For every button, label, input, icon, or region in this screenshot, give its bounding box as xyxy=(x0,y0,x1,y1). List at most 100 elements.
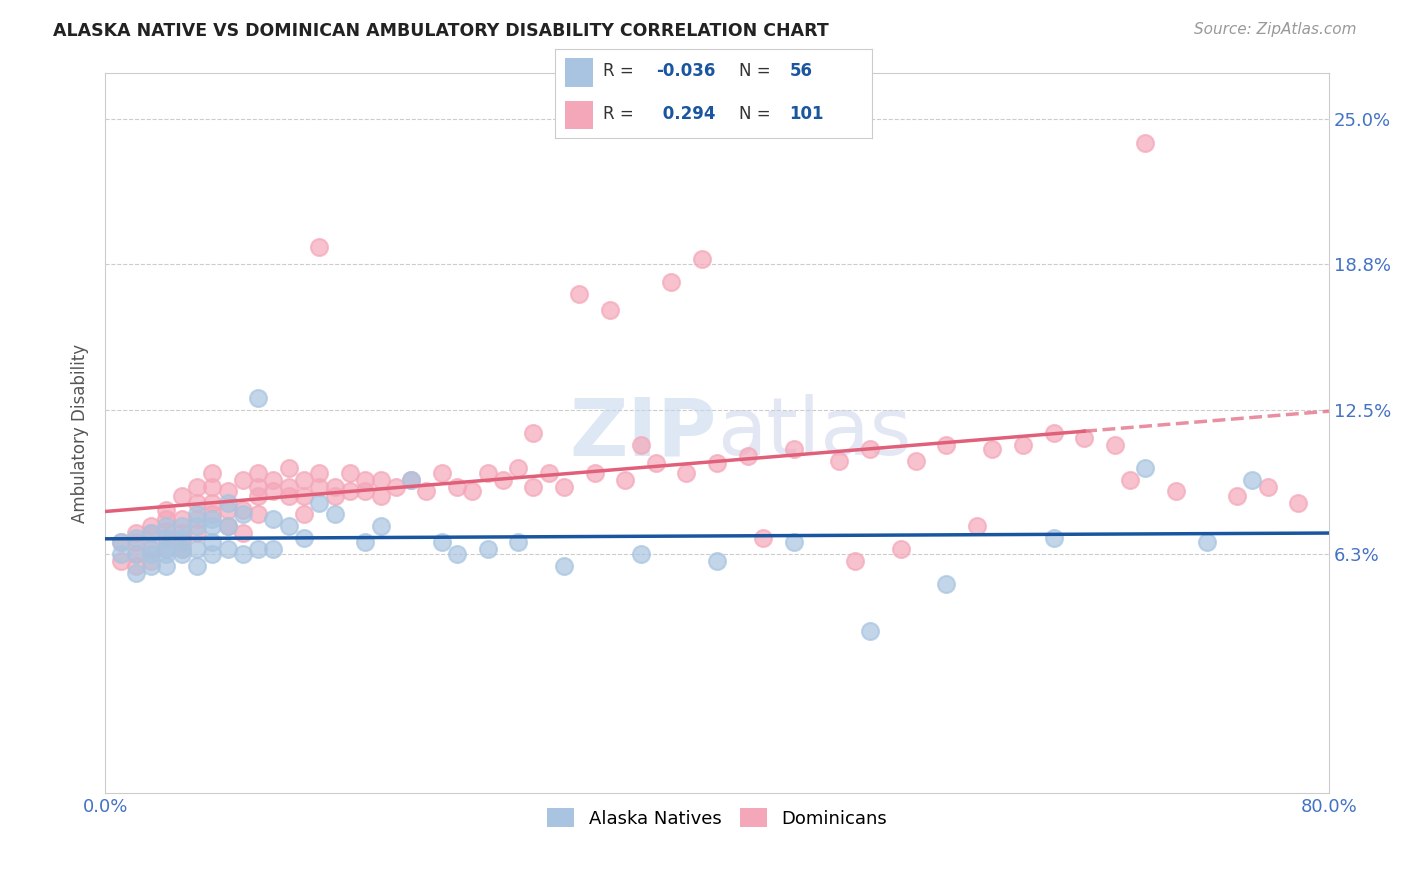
Point xyxy=(935,577,957,591)
Point xyxy=(752,531,775,545)
Point xyxy=(1042,426,1064,441)
Point xyxy=(477,466,499,480)
Point xyxy=(217,496,239,510)
Point xyxy=(339,466,361,480)
Text: ALASKA NATIVE VS DOMINICAN AMBULATORY DISABILITY CORRELATION CHART: ALASKA NATIVE VS DOMINICAN AMBULATORY DI… xyxy=(53,22,830,40)
Point xyxy=(430,466,453,480)
Point xyxy=(323,508,346,522)
Point xyxy=(186,496,208,510)
Point xyxy=(155,531,177,545)
Point xyxy=(690,252,713,266)
Point xyxy=(125,558,148,573)
Point xyxy=(155,524,177,538)
Point xyxy=(139,558,162,573)
Point xyxy=(155,531,177,545)
Point xyxy=(1119,473,1142,487)
Point xyxy=(659,275,682,289)
Point xyxy=(139,526,162,541)
Point xyxy=(277,519,299,533)
Point xyxy=(614,473,637,487)
Point xyxy=(935,438,957,452)
Point xyxy=(339,484,361,499)
Point xyxy=(263,512,285,526)
Point xyxy=(263,542,285,557)
Point xyxy=(277,489,299,503)
Text: atlas: atlas xyxy=(717,394,911,472)
Point xyxy=(125,566,148,580)
Point xyxy=(186,480,208,494)
Point xyxy=(308,240,330,254)
Point xyxy=(782,442,804,457)
Point xyxy=(139,547,162,561)
Point xyxy=(125,535,148,549)
Point xyxy=(1042,531,1064,545)
Point xyxy=(201,480,224,494)
Point xyxy=(247,466,270,480)
Point xyxy=(461,484,484,499)
Point xyxy=(1286,496,1309,510)
Point xyxy=(247,480,270,494)
Point xyxy=(277,461,299,475)
Point xyxy=(981,442,1004,457)
Point xyxy=(139,542,162,557)
Point xyxy=(370,473,392,487)
Point xyxy=(110,554,132,568)
Point xyxy=(308,466,330,480)
Point xyxy=(370,519,392,533)
Point xyxy=(399,473,422,487)
Point xyxy=(217,503,239,517)
Point xyxy=(263,484,285,499)
Point xyxy=(247,489,270,503)
Point xyxy=(232,547,254,561)
Point xyxy=(1257,480,1279,494)
Point xyxy=(232,473,254,487)
Point xyxy=(522,426,544,441)
Point xyxy=(247,392,270,406)
Point xyxy=(1073,431,1095,445)
Point xyxy=(492,473,515,487)
Point xyxy=(155,512,177,526)
Point xyxy=(139,519,162,533)
Point xyxy=(323,489,346,503)
Point xyxy=(155,558,177,573)
Point xyxy=(232,508,254,522)
Point xyxy=(247,508,270,522)
Point xyxy=(553,558,575,573)
Point xyxy=(508,461,530,475)
Point xyxy=(354,484,377,499)
Point xyxy=(599,303,621,318)
Point xyxy=(537,466,560,480)
Point xyxy=(1226,489,1249,503)
Point xyxy=(782,535,804,549)
Point xyxy=(125,531,148,545)
Point xyxy=(201,466,224,480)
Point xyxy=(292,531,315,545)
Point xyxy=(201,547,224,561)
Point xyxy=(110,547,132,561)
Point xyxy=(859,442,882,457)
Point xyxy=(263,473,285,487)
Point xyxy=(890,542,912,557)
Point xyxy=(292,508,315,522)
Point xyxy=(139,526,162,541)
Point xyxy=(110,535,132,549)
Point xyxy=(737,450,759,464)
Point xyxy=(706,456,728,470)
Point xyxy=(155,542,177,557)
Point xyxy=(706,554,728,568)
Text: R =: R = xyxy=(603,62,638,80)
Point xyxy=(1241,473,1264,487)
Text: 0.294: 0.294 xyxy=(657,105,716,123)
Point xyxy=(201,508,224,522)
Point xyxy=(125,526,148,541)
Point xyxy=(1135,461,1157,475)
Point xyxy=(217,542,239,557)
Point xyxy=(859,624,882,638)
Point xyxy=(170,526,193,541)
Point xyxy=(522,480,544,494)
Point xyxy=(201,512,224,526)
Point xyxy=(370,489,392,503)
Point xyxy=(170,519,193,533)
Point xyxy=(675,466,697,480)
Point xyxy=(170,489,193,503)
